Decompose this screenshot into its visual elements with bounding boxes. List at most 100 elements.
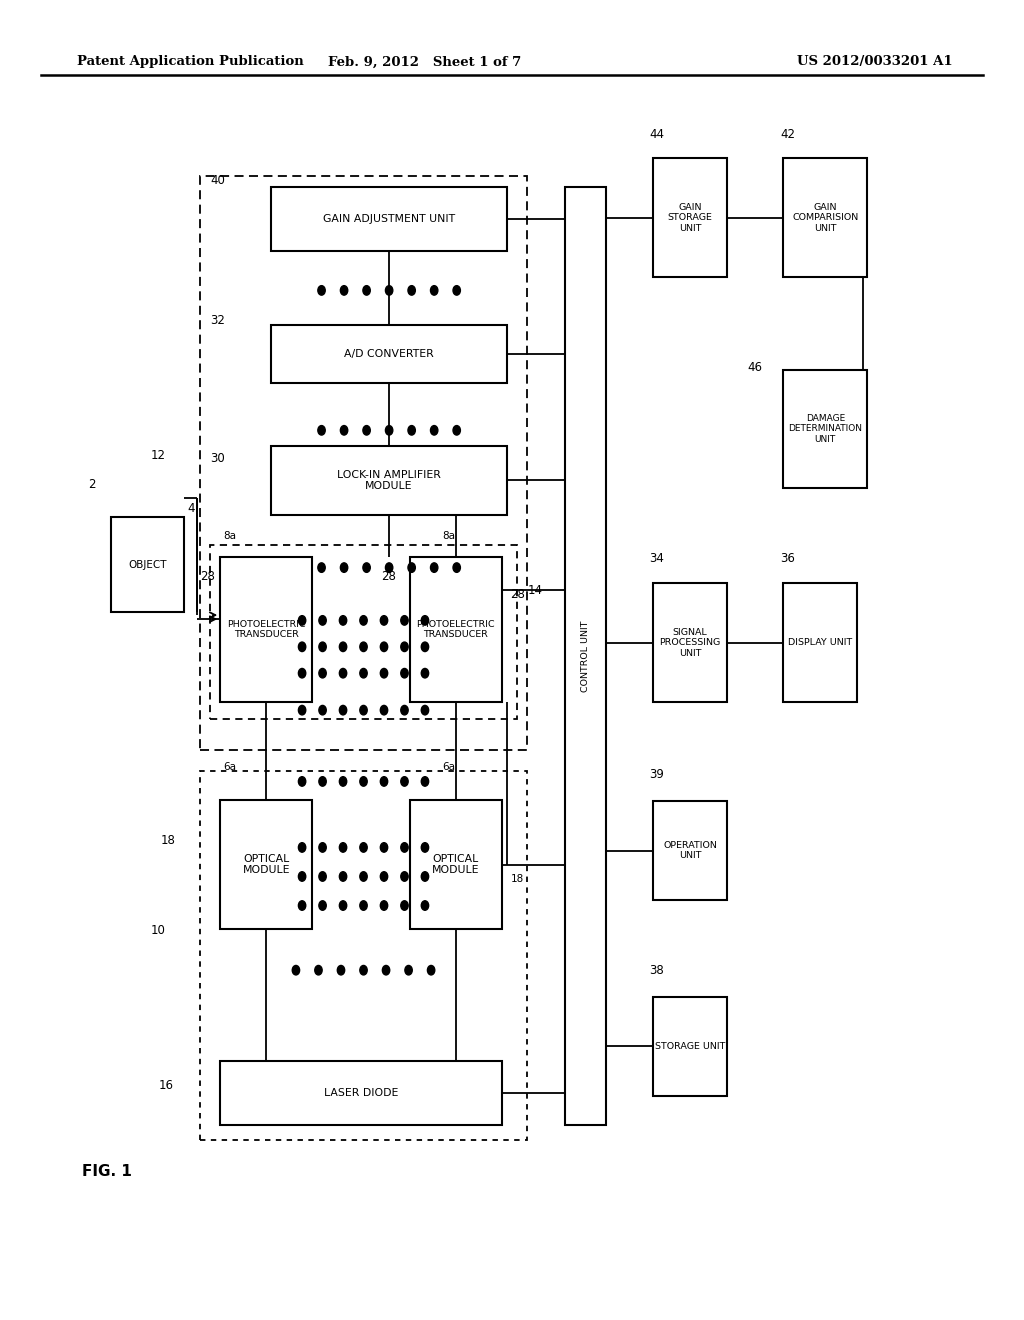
Text: Patent Application Publication: Patent Application Publication xyxy=(77,55,303,69)
Text: 32: 32 xyxy=(210,314,225,327)
Circle shape xyxy=(453,285,461,296)
Circle shape xyxy=(400,668,409,678)
Circle shape xyxy=(339,668,347,678)
Circle shape xyxy=(359,668,368,678)
Text: 2: 2 xyxy=(88,478,95,491)
Text: FIG. 1: FIG. 1 xyxy=(82,1164,132,1179)
Text: 6a: 6a xyxy=(442,762,456,772)
Circle shape xyxy=(400,615,409,626)
Bar xyxy=(653,997,727,1096)
Circle shape xyxy=(339,705,347,715)
Text: OBJECT: OBJECT xyxy=(128,560,167,570)
Circle shape xyxy=(380,842,388,853)
Circle shape xyxy=(400,776,409,787)
Text: 18: 18 xyxy=(161,834,176,847)
Text: 46: 46 xyxy=(748,360,763,374)
Bar xyxy=(200,771,527,1140)
Bar xyxy=(783,370,867,488)
Circle shape xyxy=(427,965,435,975)
Text: 14: 14 xyxy=(527,583,543,597)
Text: PHOTOELECTRIC
TRANSDUCER: PHOTOELECTRIC TRANSDUCER xyxy=(227,620,305,639)
Text: STORAGE UNIT: STORAGE UNIT xyxy=(655,1041,725,1051)
Circle shape xyxy=(359,776,368,787)
Text: 44: 44 xyxy=(649,128,665,141)
Circle shape xyxy=(339,871,347,882)
Text: US 2012/0033201 A1: US 2012/0033201 A1 xyxy=(797,55,952,69)
Text: LOCK-IN AMPLIFIER
MODULE: LOCK-IN AMPLIFIER MODULE xyxy=(337,470,441,491)
Text: 18: 18 xyxy=(511,874,524,884)
Circle shape xyxy=(359,965,368,975)
Bar xyxy=(200,176,527,750)
Text: Feb. 9, 2012   Sheet 1 of 7: Feb. 9, 2012 Sheet 1 of 7 xyxy=(329,55,521,69)
Text: 10: 10 xyxy=(151,924,166,937)
Bar xyxy=(220,557,312,702)
Bar xyxy=(653,801,727,900)
Circle shape xyxy=(298,871,306,882)
Circle shape xyxy=(318,842,327,853)
Circle shape xyxy=(298,776,306,787)
Circle shape xyxy=(318,871,327,882)
Circle shape xyxy=(298,642,306,652)
Circle shape xyxy=(453,425,461,436)
Bar xyxy=(111,517,184,612)
Circle shape xyxy=(339,900,347,911)
Circle shape xyxy=(359,642,368,652)
Circle shape xyxy=(380,871,388,882)
Text: 40: 40 xyxy=(210,174,225,187)
Circle shape xyxy=(339,842,347,853)
Circle shape xyxy=(421,842,429,853)
Text: 12: 12 xyxy=(151,449,166,462)
Circle shape xyxy=(318,776,327,787)
Circle shape xyxy=(421,900,429,911)
Text: 34: 34 xyxy=(649,552,665,565)
Text: 38: 38 xyxy=(649,964,664,977)
Circle shape xyxy=(340,285,348,296)
Circle shape xyxy=(421,871,429,882)
Bar xyxy=(271,446,507,515)
Circle shape xyxy=(337,965,345,975)
Circle shape xyxy=(385,425,393,436)
Circle shape xyxy=(298,900,306,911)
Circle shape xyxy=(421,668,429,678)
Circle shape xyxy=(314,965,323,975)
Circle shape xyxy=(380,776,388,787)
Text: LASER DIODE: LASER DIODE xyxy=(324,1088,398,1098)
Text: OPTICAL
MODULE: OPTICAL MODULE xyxy=(432,854,479,875)
Text: PHOTOELECTRIC
TRANSDUCER: PHOTOELECTRIC TRANSDUCER xyxy=(417,620,495,639)
Text: 8a: 8a xyxy=(223,531,237,541)
Circle shape xyxy=(318,900,327,911)
Circle shape xyxy=(362,562,371,573)
Circle shape xyxy=(298,842,306,853)
Circle shape xyxy=(340,425,348,436)
Circle shape xyxy=(317,425,326,436)
Circle shape xyxy=(421,705,429,715)
Text: OPTICAL
MODULE: OPTICAL MODULE xyxy=(243,854,290,875)
Circle shape xyxy=(339,615,347,626)
Circle shape xyxy=(298,615,306,626)
Circle shape xyxy=(380,900,388,911)
Circle shape xyxy=(362,425,371,436)
Bar xyxy=(220,1061,502,1125)
Circle shape xyxy=(339,642,347,652)
Circle shape xyxy=(421,615,429,626)
Text: 6a: 6a xyxy=(223,762,237,772)
Circle shape xyxy=(400,900,409,911)
Circle shape xyxy=(430,562,438,573)
Circle shape xyxy=(421,642,429,652)
Circle shape xyxy=(421,776,429,787)
Circle shape xyxy=(404,965,413,975)
Bar xyxy=(410,557,502,702)
Bar xyxy=(783,583,857,702)
Circle shape xyxy=(380,705,388,715)
Circle shape xyxy=(298,705,306,715)
Text: GAIN
COMPARISION
UNIT: GAIN COMPARISION UNIT xyxy=(793,203,858,232)
Circle shape xyxy=(400,842,409,853)
Text: 30: 30 xyxy=(210,451,224,465)
Circle shape xyxy=(318,668,327,678)
Bar xyxy=(271,325,507,383)
Circle shape xyxy=(318,615,327,626)
Circle shape xyxy=(400,871,409,882)
Bar xyxy=(653,583,727,702)
Circle shape xyxy=(382,965,390,975)
Circle shape xyxy=(359,871,368,882)
